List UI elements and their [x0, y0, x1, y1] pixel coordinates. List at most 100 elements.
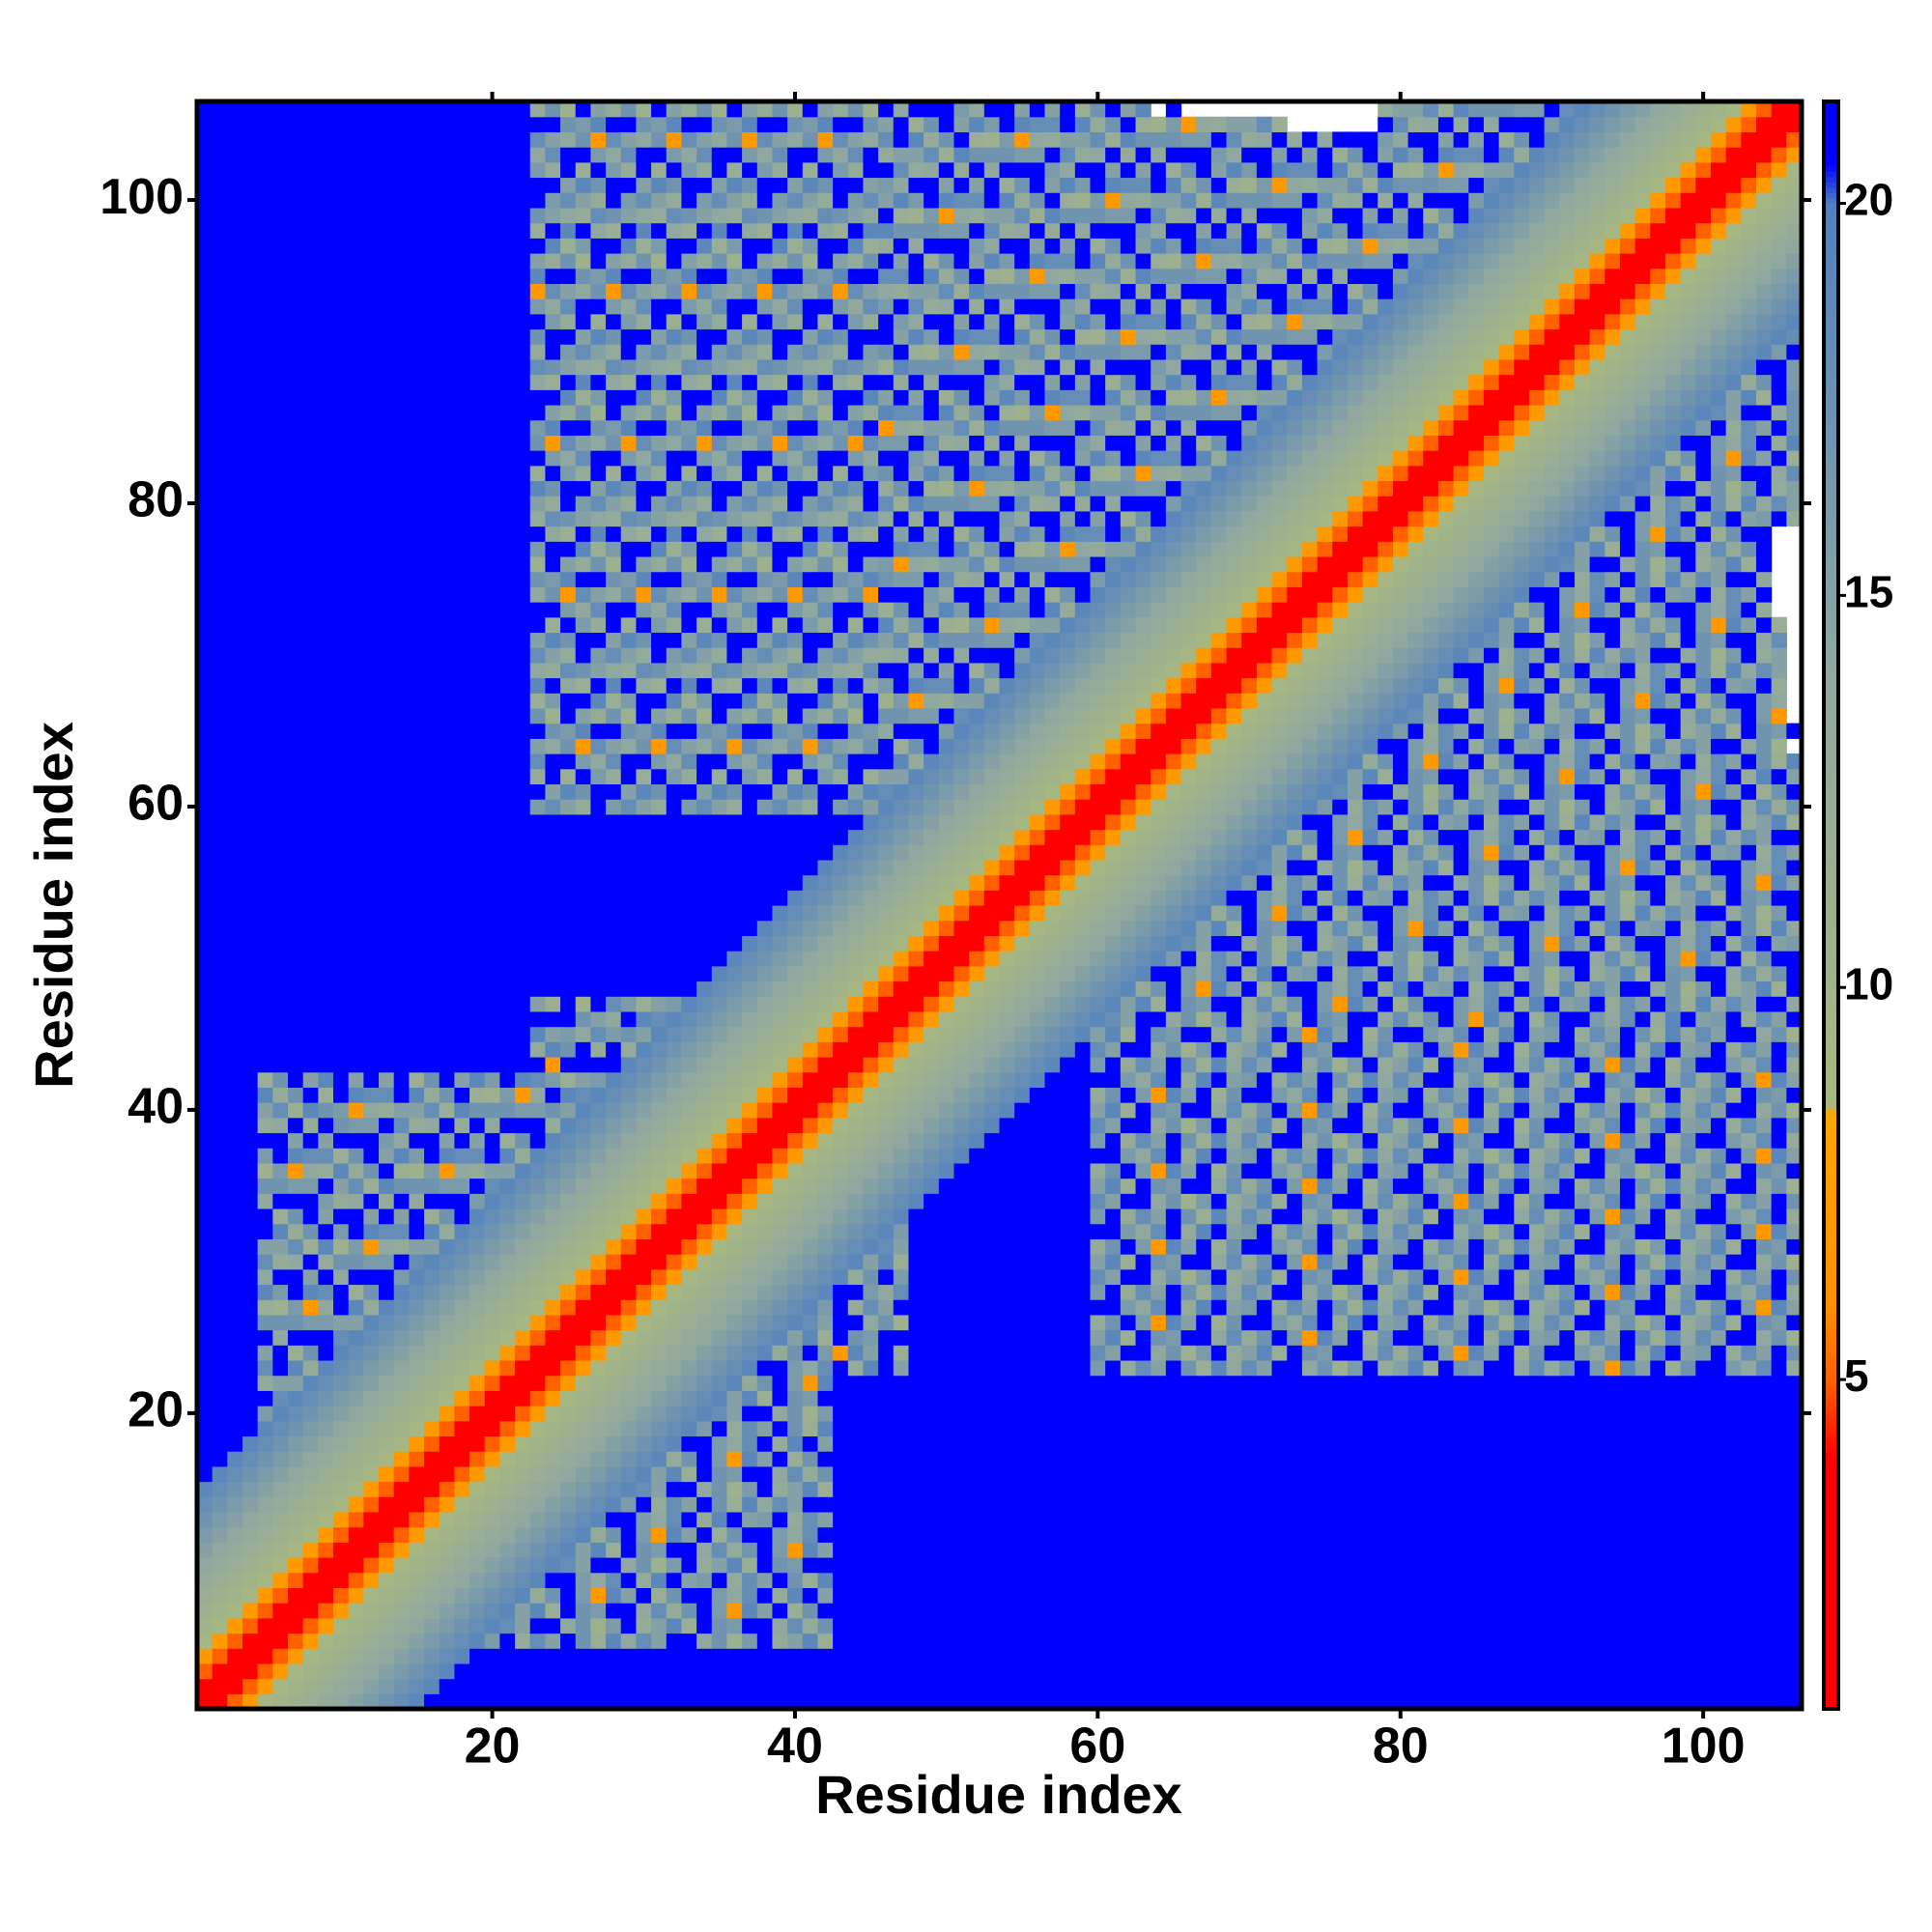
heatmap-cell [833, 1406, 849, 1422]
heatmap-cell [1634, 1633, 1651, 1649]
heatmap-cell [1755, 1451, 1773, 1467]
heatmap-cell [847, 1465, 865, 1483]
heatmap-cell [1755, 1314, 1773, 1331]
heatmap-cell [651, 1420, 668, 1437]
heatmap-cell [1074, 1511, 1092, 1528]
heatmap-cell [1528, 1662, 1546, 1680]
heatmap-cell [318, 238, 334, 254]
heatmap-cell [1423, 1435, 1439, 1452]
heatmap-cell [1514, 1481, 1530, 1497]
heatmap-cell [197, 935, 213, 952]
heatmap-cell [863, 1345, 879, 1361]
heatmap-cell [379, 252, 395, 270]
heatmap-cell [1725, 1390, 1742, 1406]
heatmap-cell [1256, 1678, 1273, 1694]
heatmap-cell [348, 177, 364, 193]
heatmap-cell [1271, 1420, 1288, 1437]
heatmap-cell [1407, 1633, 1424, 1649]
heatmap-cell [681, 1633, 697, 1649]
heatmap-cell [499, 1587, 516, 1604]
heatmap-cell [288, 1465, 304, 1483]
heatmap-cell [1695, 1345, 1712, 1361]
heatmap-cell [529, 450, 547, 467]
heatmap-cell [333, 951, 350, 967]
heatmap-cell [1180, 1693, 1197, 1710]
heatmap-cell [197, 222, 213, 239]
heatmap-cell [257, 1238, 273, 1255]
heatmap-cell [499, 1254, 516, 1270]
heatmap-cell [1453, 1693, 1469, 1710]
heatmap-cell [833, 1662, 849, 1680]
heatmap-cell [1437, 1587, 1455, 1604]
heatmap-cell [1664, 1345, 1682, 1361]
heatmap-cell [393, 707, 410, 724]
heatmap-cell [197, 1010, 213, 1028]
heatmap-cell [439, 602, 455, 618]
heatmap-cell [424, 844, 440, 861]
heatmap-cell [1014, 1603, 1031, 1619]
heatmap-cell [257, 951, 273, 967]
heatmap-cell [590, 555, 607, 573]
heatmap-cell [302, 1148, 319, 1164]
heatmap-cell [242, 813, 259, 831]
heatmap-cell [302, 965, 319, 982]
heatmap-cell [756, 1633, 774, 1649]
heatmap-cell [363, 1572, 380, 1589]
heatmap-cell [348, 1678, 364, 1694]
heatmap-cell [302, 874, 319, 891]
heatmap-cell [529, 951, 547, 967]
heatmap-cell [681, 1329, 697, 1346]
heatmap-cell [197, 207, 213, 224]
heatmap-cell [515, 1268, 531, 1286]
heatmap-cell [1044, 1299, 1061, 1316]
heatmap-cell [288, 1223, 304, 1239]
heatmap-cell [499, 1026, 516, 1042]
heatmap-cell [529, 829, 547, 845]
heatmap-cell [1664, 1496, 1682, 1513]
heatmap-cell [393, 1254, 410, 1270]
heatmap-cell [439, 768, 455, 785]
heatmap-cell [651, 1511, 668, 1528]
heatmap-cell [802, 1314, 819, 1331]
heatmap-cell [318, 1284, 334, 1300]
heatmap-cell [197, 1148, 213, 1164]
heatmap-cell [938, 1435, 955, 1452]
heatmap-cell [409, 1041, 425, 1058]
heatmap-cell [711, 1693, 728, 1710]
heatmap-cell [1407, 1648, 1424, 1664]
heatmap-cell [1180, 1603, 1197, 1619]
heatmap-cell [711, 1299, 728, 1316]
heatmap-cell [393, 1117, 410, 1134]
heatmap-cell [590, 283, 607, 299]
heatmap-cell [863, 1557, 879, 1574]
heatmap-cell [379, 677, 395, 694]
heatmap-cell [212, 1314, 228, 1331]
heatmap-cell [590, 1526, 607, 1543]
heatmap-cell [379, 1481, 395, 1497]
heatmap-cell [575, 753, 592, 770]
heatmap-cell [272, 632, 289, 648]
heatmap-cell [484, 101, 500, 118]
heatmap-cell [1544, 1345, 1560, 1361]
heatmap-cell [288, 1268, 304, 1286]
heatmap-cell [409, 1284, 425, 1300]
heatmap-cell [1695, 1526, 1712, 1543]
heatmap-cell [318, 1693, 334, 1710]
heatmap-cell [1680, 1511, 1696, 1528]
heatmap-cell [1528, 1693, 1546, 1710]
heatmap-cell [302, 1254, 319, 1270]
heatmap-cell [484, 419, 500, 436]
heatmap-cell [756, 1359, 774, 1377]
heatmap-cell [575, 920, 592, 936]
heatmap-cell [1105, 1542, 1122, 1558]
heatmap-cell [348, 1329, 364, 1346]
heatmap-cell [711, 1345, 728, 1361]
heatmap-cell [863, 1511, 879, 1528]
heatmap-cell [529, 677, 547, 694]
heatmap-cell [1226, 1375, 1242, 1391]
heatmap-cell [1680, 1375, 1696, 1391]
heatmap-cell [409, 1390, 425, 1406]
heatmap-cell [772, 1693, 788, 1710]
heatmap-cell [409, 1299, 425, 1316]
heatmap-cell [1771, 1496, 1787, 1513]
